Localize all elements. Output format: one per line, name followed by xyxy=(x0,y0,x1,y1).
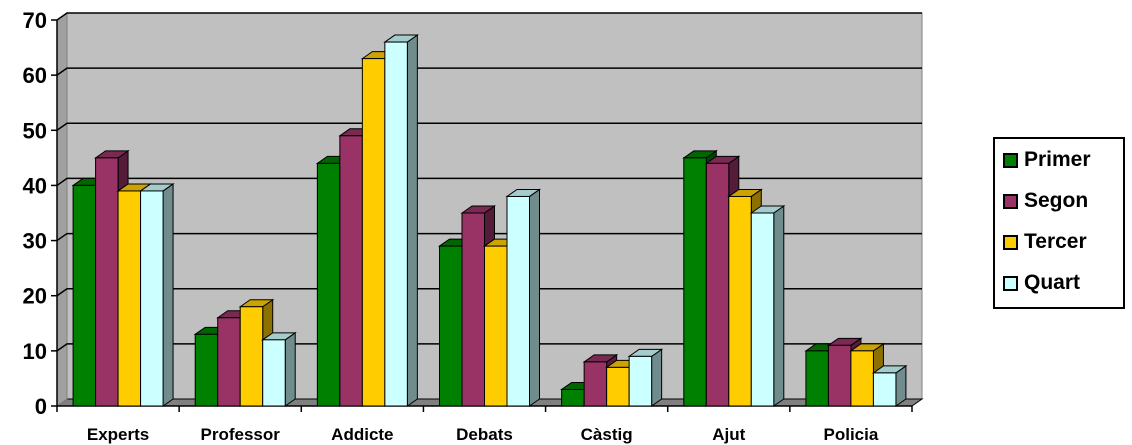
bar-side xyxy=(773,205,785,407)
bar-front xyxy=(872,372,897,407)
legend-swatch xyxy=(1003,152,1018,168)
bar-front xyxy=(750,212,775,407)
bar-side xyxy=(406,34,418,407)
bar-front xyxy=(728,195,752,407)
bar-front xyxy=(140,190,164,407)
legend-swatch xyxy=(1003,234,1018,250)
gridline xyxy=(56,343,922,352)
bar-front xyxy=(439,245,463,407)
x-category-label: Policia xyxy=(824,425,879,444)
bar-front xyxy=(239,306,264,407)
legend-label: Quart xyxy=(1024,271,1081,294)
bar-front xyxy=(461,212,485,407)
y-tick-label: 20 xyxy=(23,284,47,309)
x-category-label: Professor xyxy=(201,425,281,444)
bar-side xyxy=(162,182,174,407)
legend-item-tercer: Tercer xyxy=(1003,227,1087,257)
bar-experts-quart xyxy=(138,182,175,407)
gridline xyxy=(56,232,922,242)
x-category-label: Debats xyxy=(456,425,513,444)
bar-front xyxy=(484,245,508,407)
bar-front xyxy=(506,195,530,407)
legend-label: Primer xyxy=(1024,148,1091,171)
legend-item-segon: Segon xyxy=(1003,186,1088,216)
bar-addicte-quart xyxy=(383,34,419,407)
bar-front xyxy=(384,41,408,407)
bar-side xyxy=(284,331,296,407)
bar-front xyxy=(95,157,119,407)
gridline xyxy=(56,122,922,131)
bar-side xyxy=(651,348,663,407)
bar-front xyxy=(217,317,241,407)
legend-swatch xyxy=(1003,275,1018,291)
bar-front xyxy=(683,157,707,407)
legend: Primer Segon Tercer Quart xyxy=(993,137,1125,309)
x-category-label: Experts xyxy=(87,425,149,444)
y-tick-label: 30 xyxy=(23,229,47,254)
y-tick-label: 10 xyxy=(23,339,47,364)
bar-front xyxy=(361,58,386,407)
y-tick-label: 60 xyxy=(23,63,47,88)
bar-front xyxy=(117,190,142,407)
gridline xyxy=(56,177,922,187)
y-tick-label: 0 xyxy=(35,394,47,419)
bar-professor-quart xyxy=(261,331,297,407)
legend-item-quart: Quart xyxy=(1003,268,1080,298)
legend-label: Segon xyxy=(1024,189,1089,212)
bar-ajut-quart xyxy=(749,205,786,407)
bars xyxy=(71,34,908,407)
bar-front xyxy=(628,355,653,407)
x-category-label: Addicte xyxy=(331,425,393,444)
x-category-label: Ajut xyxy=(712,425,745,444)
bar-debats-quart xyxy=(505,188,542,407)
legend-label: Tercer xyxy=(1024,230,1087,253)
x-axis-labels: Experts Professor Addicte Debats Càstig Ajut P… xyxy=(87,425,879,444)
bar-front xyxy=(850,350,874,407)
y-axis-ticks: 0 10 20 30 40 50 60 70 xyxy=(23,8,47,419)
bar-policia-quart xyxy=(871,364,908,407)
legend-item-primer: Primer xyxy=(1003,145,1091,175)
legend-swatch xyxy=(1003,193,1018,209)
bar-front xyxy=(561,388,585,407)
bar-front xyxy=(262,339,286,407)
bar-front xyxy=(72,184,97,407)
bar-front xyxy=(339,135,363,407)
bar-front xyxy=(583,361,608,407)
gridline xyxy=(56,67,922,76)
bar-side xyxy=(529,188,540,407)
gridlines xyxy=(56,12,922,352)
y-tick-label: 50 xyxy=(23,118,47,143)
gridline xyxy=(56,287,922,297)
bar-càstig-quart xyxy=(627,348,664,407)
y-tick-label: 40 xyxy=(23,173,47,198)
y-tick-label: 70 xyxy=(23,8,47,33)
bar-front xyxy=(705,162,730,407)
x-category-label: Càstig xyxy=(581,425,633,444)
gridline xyxy=(56,12,922,21)
bar-front xyxy=(805,350,829,407)
bar-front xyxy=(194,333,219,407)
bar-front xyxy=(827,344,852,407)
bar-front xyxy=(606,366,630,407)
bar-front xyxy=(316,162,341,407)
